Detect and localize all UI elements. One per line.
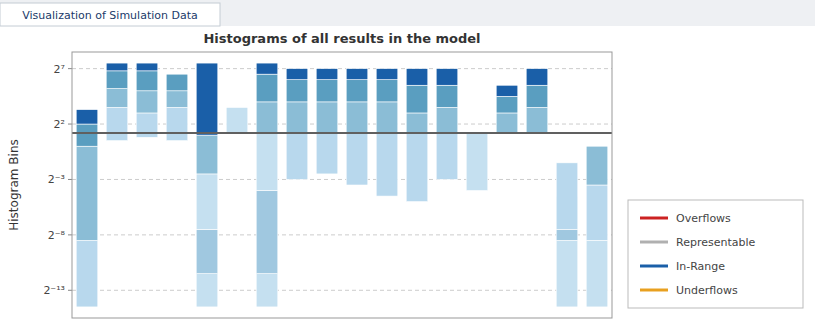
bar-segment <box>136 71 158 91</box>
grid-line <box>72 234 612 235</box>
reference-line <box>72 132 612 134</box>
bar-segment <box>166 74 188 91</box>
legend: Overflows Representable In-Range Underflows <box>628 200 803 308</box>
legend-box <box>628 200 803 308</box>
bar-segment <box>406 133 428 202</box>
y-tick-label: 2² <box>54 118 65 131</box>
chart-canvas: Visualization of Simulation Data Histogra… <box>0 0 815 331</box>
bar-segment <box>256 274 278 307</box>
bar-segment <box>76 124 98 146</box>
legend-label: Overflows <box>676 212 731 225</box>
legend-label: In-Range <box>676 260 725 273</box>
bar-segment <box>346 80 368 102</box>
bar-segment <box>196 135 218 174</box>
bar-segment <box>166 91 188 108</box>
legend-label: Representable <box>676 236 756 249</box>
y-axis-label: Histogram Bins <box>7 139 21 231</box>
bar-segment <box>586 185 608 240</box>
bar-segment <box>256 102 278 133</box>
bar-segment <box>226 107 248 132</box>
bar-segment <box>316 69 338 80</box>
legend-swatch <box>640 217 668 220</box>
bars <box>72 63 612 307</box>
y-tick-label: 2⁻⁸ <box>48 229 66 242</box>
bar-segment <box>526 69 548 86</box>
bar-segment <box>376 80 398 102</box>
bar-segment <box>76 240 98 307</box>
y-tick-label: 2⁷ <box>54 63 65 76</box>
bar-segment <box>196 63 218 135</box>
bar-segment <box>256 63 278 74</box>
bar-segment <box>376 133 398 196</box>
bar-segment <box>256 191 278 274</box>
bar-segment <box>406 85 428 113</box>
bar-segment <box>496 85 518 96</box>
bar-segment <box>496 113 518 133</box>
header-strip <box>0 0 815 26</box>
bar-segment <box>316 133 338 174</box>
bar-segment <box>526 85 548 107</box>
y-tick <box>68 124 72 125</box>
bar-segment <box>586 240 608 307</box>
bar-segment <box>376 69 398 80</box>
bar-segment <box>196 174 218 229</box>
bar-segment <box>436 69 458 86</box>
legend-swatch <box>640 241 668 244</box>
bar-segment <box>346 102 368 133</box>
bar-segment <box>346 133 368 185</box>
bar-segment <box>286 133 308 180</box>
bar-segment <box>286 80 308 102</box>
bar-segment <box>466 133 488 191</box>
bar-segment <box>406 69 428 86</box>
bar-segment <box>286 69 308 80</box>
bar-segment <box>316 80 338 102</box>
bar-segment <box>106 107 128 140</box>
legend-label: Underflows <box>676 284 738 297</box>
y-tick <box>68 290 72 291</box>
subtitle: Visualization of Simulation Data <box>22 9 197 22</box>
y-tick <box>68 179 72 180</box>
bar-segment <box>346 69 368 80</box>
bar-segment <box>436 133 458 180</box>
legend-swatch <box>640 265 668 268</box>
bar-segment <box>166 107 188 140</box>
bar-segment <box>586 146 608 185</box>
bar-segment <box>256 74 278 102</box>
bar-segment <box>526 107 548 132</box>
header-tab <box>0 3 220 26</box>
y-tick-label: 2⁻³ <box>48 173 65 186</box>
y-tick <box>68 68 72 69</box>
bar-segment <box>256 133 278 191</box>
chart-title: Histograms of all results in the model <box>203 31 480 46</box>
bar-segment <box>196 274 218 307</box>
bar-segment <box>406 113 428 133</box>
y-tick <box>68 234 72 235</box>
bar-segment <box>436 85 458 107</box>
bar-segment <box>76 110 98 124</box>
bar-segment <box>106 71 128 89</box>
legend-swatch <box>640 289 668 292</box>
grid-line <box>72 290 612 291</box>
grid <box>72 69 612 291</box>
y-tick-label: 2⁻¹³ <box>43 284 65 297</box>
bar-segment <box>556 163 578 230</box>
bar-segment <box>136 91 158 113</box>
bar-segment <box>496 96 518 113</box>
bar-segment <box>196 229 218 273</box>
bar-segment <box>436 107 458 132</box>
plot-frame <box>72 52 612 318</box>
bar-segment <box>106 63 128 71</box>
bar-segment <box>556 240 578 307</box>
grid-line <box>72 179 612 180</box>
bar-segment <box>106 89 128 108</box>
bar-segment <box>316 102 338 133</box>
bar-segment <box>76 146 98 240</box>
bar-segment <box>136 63 158 71</box>
bar-segment <box>286 102 308 133</box>
bar-segment <box>376 102 398 133</box>
